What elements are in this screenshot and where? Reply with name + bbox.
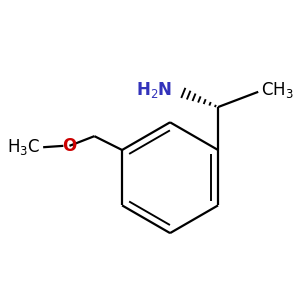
Text: CH$_3$: CH$_3$ xyxy=(261,80,294,100)
Text: H$_3$C: H$_3$C xyxy=(7,137,41,157)
Text: H$_2$N: H$_2$N xyxy=(136,80,172,100)
Text: O: O xyxy=(62,137,76,155)
